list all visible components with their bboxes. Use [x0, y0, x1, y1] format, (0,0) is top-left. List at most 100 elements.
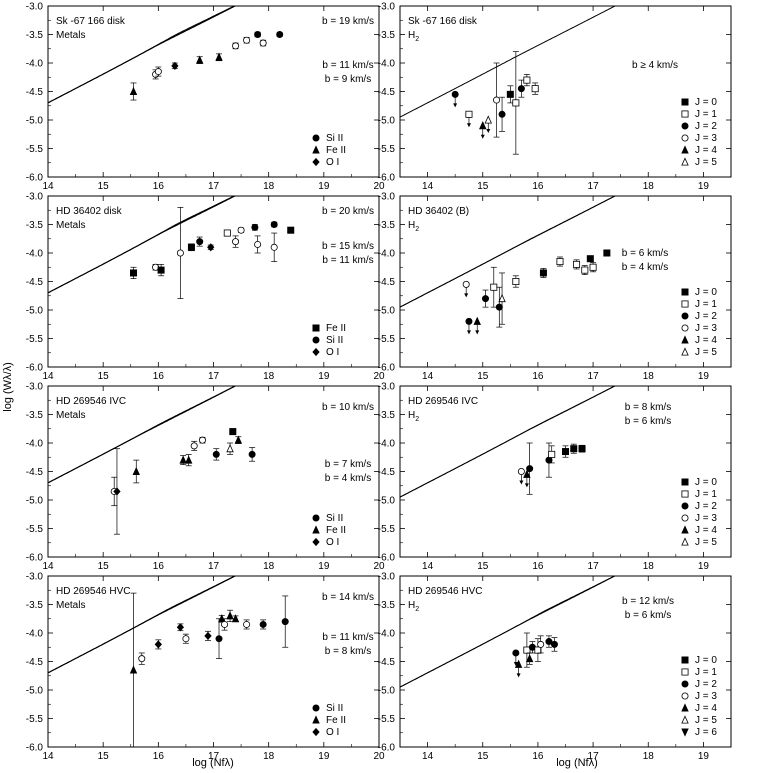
data-point — [512, 278, 520, 286]
panel-ivc-h2: 14 15 16 17 18 19 -3.0 -3.5 -4.0 -4.5 -5.0 -5.5 -6.0… — [378, 382, 732, 572]
legend-marker — [681, 98, 689, 106]
upper-limit-head — [513, 661, 518, 666]
x-tick-label: 16 — [532, 751, 544, 762]
panel-sk-h2: 14 15 16 17 18 19 -3.0 -3.5 -4.0 -4.5 -5.0 -5.5 -6.0… — [378, 2, 732, 192]
data-point — [548, 450, 556, 458]
y-tick-label: -4.0 — [26, 59, 44, 70]
legend-label: J = 5 — [695, 157, 717, 168]
upper-limit-head — [486, 129, 491, 133]
legend-marker — [681, 478, 689, 486]
y-tick-label: -3.0 — [26, 382, 44, 393]
upper-limit-head — [466, 330, 471, 335]
data-point — [490, 283, 498, 291]
data-point — [586, 255, 594, 263]
y-tick-label: -5.0 — [26, 496, 44, 507]
legend: J = 0J = 1J = 2J = 3J = 4J = 5J = 6 — [681, 655, 717, 738]
data-point — [187, 243, 195, 251]
data-point — [254, 240, 262, 248]
data-point — [176, 249, 184, 257]
legend-marker — [681, 347, 689, 356]
y-tick-label: -3.0 — [26, 2, 44, 13]
data-point — [221, 620, 229, 628]
x-tick-label: 19 — [698, 181, 710, 192]
x-tick-label: 19 — [318, 561, 330, 572]
curves-group — [48, 386, 237, 484]
x-tick-label: 15 — [98, 561, 110, 572]
data-point — [129, 86, 138, 95]
y-tick-label: -5.5 — [378, 144, 396, 155]
data-point — [138, 655, 146, 663]
curve-label: b = 19 km/s — [322, 16, 374, 27]
data-point — [198, 436, 206, 444]
x-tick-label: 18 — [643, 181, 655, 192]
curve-label: b = 11 km/s — [322, 632, 373, 643]
x-tick-label: 19 — [698, 561, 710, 572]
data-point — [578, 445, 586, 453]
x-tick-label: 14 — [42, 371, 54, 382]
x-tick-label: 18 — [643, 561, 655, 572]
data-point — [229, 428, 237, 436]
y-tick-label: -4.0 — [378, 249, 396, 260]
legend-label: J = 4 — [695, 703, 717, 714]
curve-b-9 — [48, 6, 237, 104]
legend-marker — [681, 680, 689, 688]
curves-group — [48, 196, 237, 294]
legend-label: J = 4 — [695, 145, 717, 156]
subscript: 2 — [415, 416, 419, 423]
x-tick-label: 15 — [98, 181, 110, 192]
x-tick-label: 16 — [153, 751, 165, 762]
panel-hvc-metals: 14 15 16 17 18 19 20 -3.0 -3.5 -4.0 -4.5 -5.0 -5.5 -6… — [26, 572, 385, 763]
legend-label: J = 5 — [695, 537, 717, 548]
x-tick-label: 16 — [153, 181, 165, 192]
data-point — [270, 243, 278, 251]
curve-label: b = 6 km/s — [625, 416, 671, 427]
points-group — [110, 428, 256, 535]
y-tick-label: -4.5 — [26, 657, 44, 668]
y-tick-label: -4.5 — [378, 87, 396, 98]
legend-label: J = 2 — [695, 679, 717, 690]
legend-label: J = 0 — [695, 287, 717, 298]
panel-title: HD 269546 IVC — [408, 396, 478, 407]
data-point — [484, 115, 492, 124]
data-point — [495, 303, 503, 311]
upper-limit-head — [516, 673, 521, 678]
legend-marker — [312, 336, 320, 344]
legend-label: J = 2 — [695, 121, 717, 132]
legend-label: Si II — [326, 133, 343, 144]
data-point — [498, 293, 506, 303]
subscript: 2 — [415, 36, 419, 43]
data-point — [603, 249, 611, 257]
curves-group — [48, 576, 237, 674]
legend-marker — [312, 324, 320, 332]
x-tick-label: 15 — [477, 751, 489, 762]
data-point — [512, 99, 520, 107]
panel-title: HD 36402 disk — [56, 206, 123, 217]
subscript: 2 — [415, 606, 419, 613]
x-tick-label: 17 — [208, 371, 220, 382]
legend-label: Fe II — [326, 715, 346, 726]
legend-marker — [681, 728, 689, 737]
data-point — [462, 280, 470, 288]
legend-label: Fe II — [326, 525, 346, 536]
y-tick-label: -3.5 — [378, 410, 396, 421]
y-tick-label: -4.0 — [378, 59, 396, 70]
curve-b-6 — [400, 576, 616, 688]
legend-label: J = 3 — [695, 323, 717, 334]
points-group — [512, 632, 558, 678]
y-tick-label: -6.0 — [378, 743, 396, 754]
x-tick-label: 17 — [208, 751, 220, 762]
x-tick-label: 18 — [263, 371, 275, 382]
data-point — [482, 295, 490, 303]
legend-label: J = 0 — [695, 477, 717, 488]
legend-marker — [312, 715, 320, 724]
x-tick-label: 20 — [373, 751, 385, 762]
panel-subtitle: Metals — [56, 220, 85, 231]
data-point — [179, 455, 187, 464]
data-point — [473, 316, 481, 325]
x-tick-label: 20 — [373, 561, 385, 572]
legend-marker — [681, 335, 689, 344]
plot-frame — [399, 575, 732, 748]
y-tick-label: -3.5 — [26, 220, 44, 231]
x-tick-label: 18 — [643, 751, 655, 762]
y-tick-label: -3.5 — [26, 30, 44, 41]
